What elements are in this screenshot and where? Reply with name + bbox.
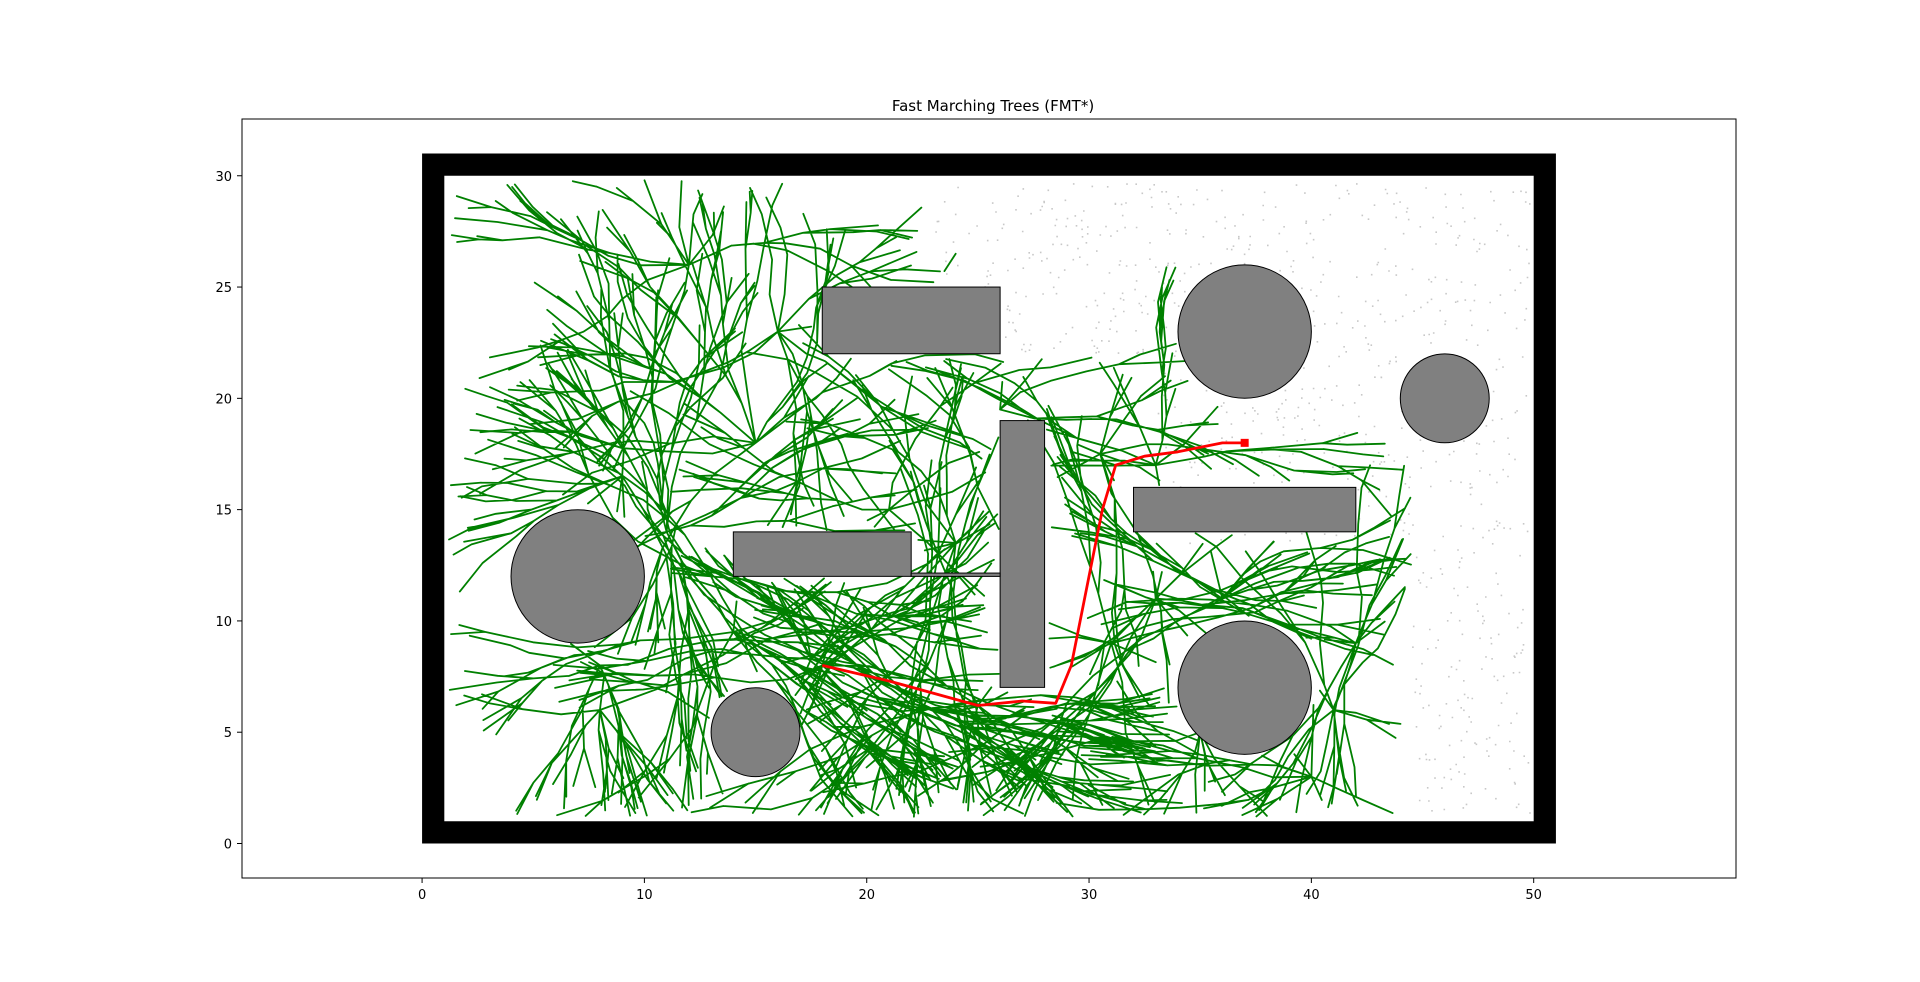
solution-path [821, 441, 1245, 707]
y-tick-label-0: 0 [224, 838, 232, 853]
x-tick-label-40: 40 [1303, 888, 1320, 903]
obstacle-circle-5 [1399, 353, 1490, 444]
y-tick-label-25: 25 [215, 281, 232, 296]
x-tick-label-10: 10 [636, 888, 653, 903]
y-tick-label-20: 20 [215, 392, 232, 407]
obstacle-circle-2 [710, 687, 801, 778]
y-tick-label-5: 5 [224, 726, 232, 741]
goal-marker [1240, 438, 1249, 447]
obstacle-rect-4 [732, 531, 912, 577]
obstacles-layer [510, 264, 1490, 778]
solution-path-layer [821, 438, 1249, 707]
axes-layer: 0 10 20 30 40 50 0 5 10 15 20 25 30 [215, 170, 1542, 903]
chart-title: Fast Marching Trees (FMT*) [892, 97, 1094, 115]
x-tick-label-0: 0 [418, 888, 426, 903]
y-tick-label-30: 30 [215, 170, 232, 185]
obstacle-circle-4 [1177, 264, 1312, 399]
obstacle-rect-3 [1133, 486, 1357, 533]
obstacle-rect-1 [821, 286, 1001, 355]
obstacle-rect-5 [910, 572, 1001, 577]
x-tick-label-20: 20 [858, 888, 875, 903]
obstacle-rect-2 [999, 420, 1046, 688]
x-tick-label-50: 50 [1525, 888, 1542, 903]
fmt-tree-layer [448, 179, 1412, 818]
x-tick-label-30: 30 [1081, 888, 1098, 903]
obstacle-circle-3 [1177, 620, 1312, 755]
tree-edges [448, 179, 1412, 818]
y-tick-label-10: 10 [215, 615, 232, 630]
obstacle-circle-1 [510, 509, 645, 644]
y-tick-label-15: 15 [215, 504, 232, 519]
